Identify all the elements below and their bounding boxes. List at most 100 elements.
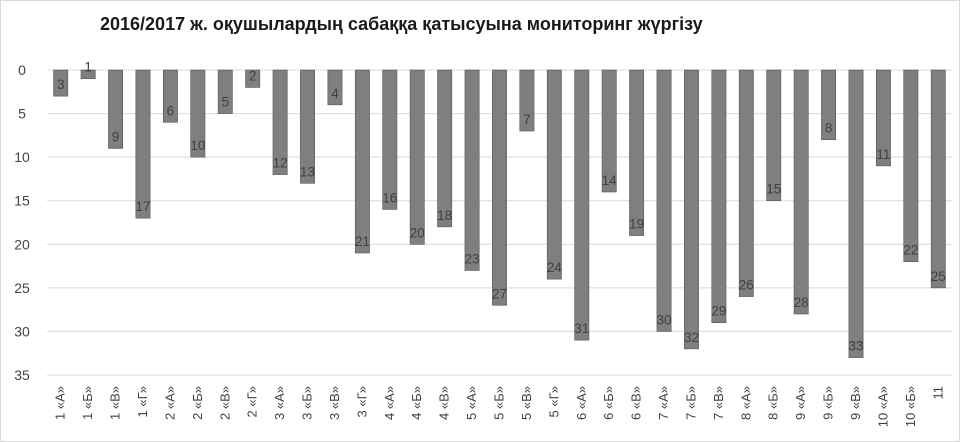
data-label: 11	[876, 147, 890, 162]
data-label: 19	[629, 217, 644, 232]
bar	[354, 69, 370, 254]
y-tick-label: 30	[14, 323, 30, 339]
category-label: 3 «А»	[272, 386, 287, 420]
data-label: 20	[410, 225, 425, 240]
bar	[53, 69, 69, 97]
bar	[684, 69, 699, 350]
category-label: 6 «А»	[574, 386, 589, 420]
bar	[656, 69, 672, 332]
data-label: 10	[190, 138, 205, 153]
bar	[574, 69, 590, 341]
data-label: 25	[931, 269, 946, 284]
y-tick-label: 5	[18, 106, 26, 122]
data-label: 21	[355, 234, 370, 249]
bar	[437, 69, 453, 228]
data-label: 17	[135, 199, 150, 214]
bar	[217, 69, 233, 114]
bar	[162, 69, 178, 123]
category-label: 4 «Б»	[409, 386, 424, 420]
category-label: 3 «В»	[327, 386, 342, 420]
category-label: 5 «В»	[519, 386, 534, 420]
category-label: 5 «А»	[464, 386, 479, 420]
data-label: 7	[523, 112, 531, 127]
bar	[80, 69, 96, 80]
bar	[519, 69, 535, 132]
category-label: 5 «Б»	[492, 386, 507, 420]
category-label: 4 «В»	[437, 386, 452, 420]
category-label: 8 «А»	[738, 386, 753, 420]
data-label: 31	[574, 321, 589, 336]
data-label: 15	[766, 182, 781, 197]
bar	[272, 69, 288, 175]
category-label: 7 «В»	[711, 386, 726, 420]
category-label: 9 «А»	[793, 386, 808, 420]
category-label: 9 «В»	[848, 386, 863, 420]
bar	[409, 69, 425, 245]
category-label: 5 «Г»	[546, 386, 561, 417]
y-tick-label: 35	[14, 367, 30, 383]
bar	[738, 69, 754, 297]
data-label: 2	[249, 68, 257, 83]
data-label: 12	[273, 156, 288, 171]
bar	[766, 69, 782, 202]
bar	[327, 69, 343, 106]
bar	[848, 69, 864, 358]
data-label: 6	[167, 103, 175, 118]
bar	[793, 69, 809, 315]
data-label: 32	[684, 330, 699, 345]
data-label: 30	[657, 312, 672, 327]
data-label: 22	[903, 243, 918, 258]
category-label: 2 «В»	[217, 386, 232, 420]
category-label: 10 «Б»	[903, 386, 918, 427]
bar	[245, 69, 261, 88]
y-tick-label: 0	[18, 62, 26, 78]
data-label: 5	[221, 95, 229, 110]
category-label: 1 «А»	[53, 386, 68, 420]
bar	[930, 69, 946, 289]
y-tick-label: 25	[14, 280, 30, 296]
chart-title: 2016/2017 ж. оқушылардың сабаққа қатысуы…	[100, 14, 703, 34]
bar	[711, 69, 727, 324]
y-tick-label: 15	[14, 193, 30, 209]
data-label: 18	[437, 208, 452, 223]
category-label: 2 «Г»	[245, 386, 260, 417]
category-label: 1 «В»	[108, 386, 123, 420]
data-label: 24	[547, 260, 563, 275]
bar	[190, 69, 206, 158]
category-label: 1 «Б»	[80, 386, 95, 420]
category-label: 7 «А»	[656, 386, 671, 420]
category-label: 2 «Б»	[190, 386, 205, 420]
data-label: 29	[711, 304, 726, 319]
data-label: 33	[848, 339, 863, 354]
bar	[876, 69, 891, 167]
data-label: 23	[465, 251, 480, 266]
category-label: 11	[930, 386, 945, 400]
data-label: 27	[492, 286, 507, 301]
category-label: 9 «Б»	[821, 386, 836, 420]
data-label: 14	[602, 173, 618, 188]
data-label: 9	[112, 129, 120, 144]
data-label: 16	[382, 190, 397, 205]
y-tick-label: 10	[14, 149, 30, 165]
category-label: 4 «А»	[382, 386, 397, 420]
bar	[601, 69, 617, 193]
bar	[382, 69, 398, 210]
data-label: 4	[331, 86, 339, 101]
bar	[464, 69, 480, 271]
data-label: 8	[825, 121, 833, 136]
category-label: 3 «Г»	[354, 386, 369, 417]
category-label: 6 «Б»	[601, 386, 616, 420]
bar	[903, 69, 919, 263]
category-label: 6 «В»	[629, 386, 644, 420]
bar	[135, 69, 151, 219]
bar	[629, 69, 645, 236]
category-label: 1 «Г»	[135, 386, 150, 417]
data-label: 3	[57, 77, 65, 92]
bar	[821, 69, 837, 141]
bar	[300, 69, 315, 184]
category-label: 7 «Б»	[683, 386, 698, 420]
data-label: 26	[739, 278, 754, 293]
data-label: 1	[84, 60, 92, 75]
data-label: 28	[794, 295, 809, 310]
